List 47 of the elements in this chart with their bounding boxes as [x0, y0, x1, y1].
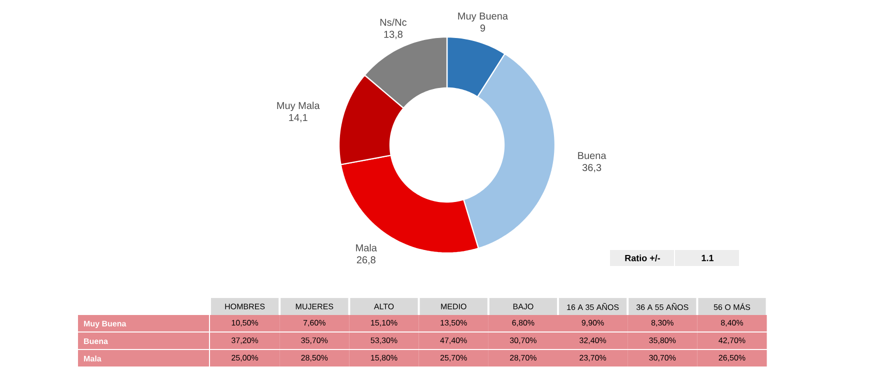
slice-label: Ns/Nc: [380, 18, 407, 26]
text: 15,10%: [371, 320, 398, 326]
slice-label: Muy Mala: [277, 102, 320, 112]
text: 30,70%: [510, 337, 536, 344]
data-label: 9: [480, 24, 486, 32]
category-label: BAJO: [513, 304, 534, 310]
text: 32,40%: [580, 337, 606, 344]
text: 1.1: [702, 254, 714, 262]
category-label: Muy Buena: [84, 320, 126, 328]
text: Ratio +/-: [625, 254, 660, 262]
slice-label: Buena: [578, 152, 606, 160]
category-label: Mala: [84, 356, 102, 362]
text: 28,70%: [510, 354, 536, 362]
data-label: 36,3: [582, 164, 602, 172]
text: 42,70%: [718, 337, 746, 344]
data-label: 13,8: [384, 30, 403, 40]
text: 37,20%: [232, 337, 258, 344]
text: 8,30%: [651, 320, 674, 326]
slice-label: Mala: [356, 244, 377, 252]
text: 13,50%: [440, 320, 467, 326]
category-label: HOMBRES: [225, 304, 265, 310]
text: 25,00%: [232, 354, 258, 362]
text: 8,40%: [721, 320, 744, 326]
text: 30,70%: [649, 354, 676, 362]
text: 47,40%: [440, 337, 467, 344]
text: 35,70%: [301, 337, 328, 344]
category-label: ALTO: [374, 304, 394, 310]
text: 28,50%: [301, 354, 328, 362]
category-label: 56 O MÁS: [714, 302, 750, 310]
text: 9,90%: [582, 320, 604, 326]
category-label: MEDIO: [441, 304, 466, 310]
data-label: 14,1: [289, 114, 308, 122]
data-label: 26,8: [356, 256, 376, 265]
category-label: 16 A 35 AÑOS: [567, 302, 619, 310]
category-label: 36 A 55 AÑOS: [636, 302, 688, 310]
slice-label: Muy Buena: [458, 12, 508, 22]
text: 6,80%: [512, 320, 534, 326]
text: 23,70%: [580, 354, 606, 362]
text: 10,50%: [232, 320, 258, 326]
text: 35,80%: [649, 337, 676, 344]
text: 25,70%: [440, 354, 467, 362]
category-label: Buena: [84, 338, 108, 344]
text: 15,80%: [371, 354, 398, 362]
text: 26,50%: [718, 354, 746, 362]
text: 7,60%: [303, 320, 326, 326]
category-label: MUJERES: [296, 304, 334, 310]
text: 53,30%: [370, 337, 398, 344]
